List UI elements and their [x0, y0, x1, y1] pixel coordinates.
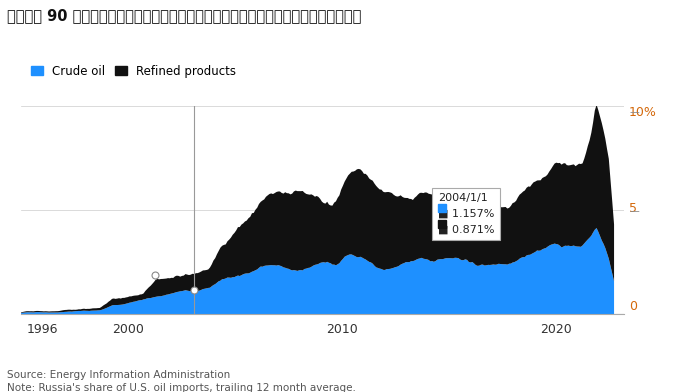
Text: —: —	[629, 206, 639, 216]
Text: 2004/1/1
■ 1.157%
■ 0.871%: 2004/1/1 ■ 1.157% ■ 0.871%	[438, 193, 495, 234]
Text: —: —	[629, 107, 639, 118]
Legend: Crude oil, Refined products: Crude oil, Refined products	[27, 60, 241, 82]
Text: 自上世纪 90 年代末以来，俄罗斯的石油在美国石油进口中所占份额在过去几年大幅上升: 自上世纪 90 年代末以来，俄罗斯的石油在美国石油进口中所占份额在过去几年大幅上…	[7, 8, 362, 23]
Text: 5: 5	[629, 202, 637, 215]
Text: Note: Russia's share of U.S. oil imports, trailing 12 month average.: Note: Russia's share of U.S. oil imports…	[7, 383, 356, 392]
Text: 10%: 10%	[629, 106, 657, 119]
Text: Source: Energy Information Administration: Source: Energy Information Administratio…	[7, 370, 230, 381]
Text: 0: 0	[629, 299, 637, 312]
